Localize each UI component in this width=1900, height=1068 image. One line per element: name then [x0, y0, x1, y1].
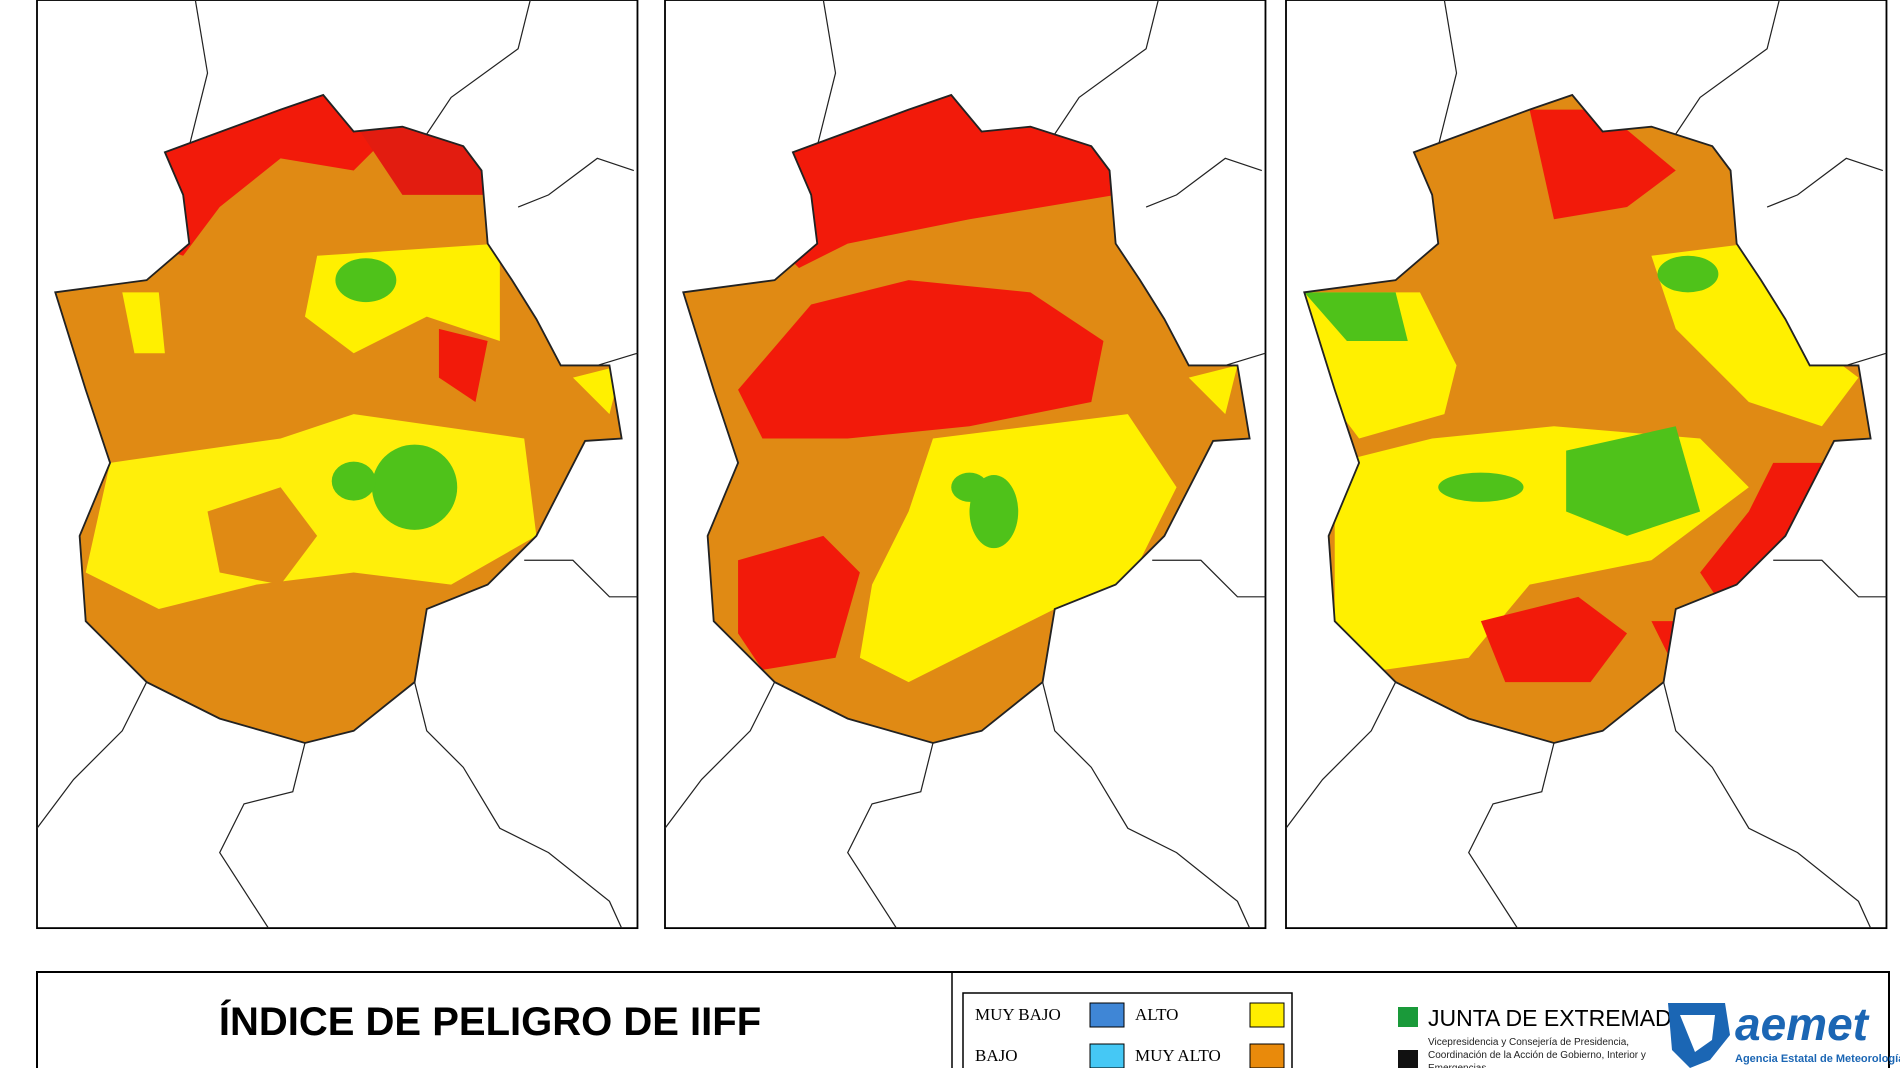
legend-label: BAJO — [975, 1046, 1018, 1065]
map-panel-3 — [1285, 0, 1888, 930]
aemet-subtitle: Agencia Estatal de Meteorología — [1735, 1053, 1900, 1065]
legend: MUY BAJO BAJO ALTO MUY ALTO — [975, 1002, 1285, 1068]
title: ÍNDICE DE PELIGRO DE IIFF — [219, 999, 761, 1044]
junta-sub-wrap: Vicepresidencia y Consejería de Presiden… — [1428, 1037, 1646, 1068]
legend-swatch — [1089, 1043, 1125, 1068]
junta-logo — [1398, 1007, 1418, 1027]
legend-swatch — [1249, 1043, 1285, 1068]
legend-label: MUY BAJO — [975, 1005, 1061, 1024]
legend-label: MUY ALTO — [1135, 1046, 1221, 1065]
legend-box — [962, 992, 1293, 1068]
junta-subtitle: Vicepresidencia y Consejería de Presiden… — [1428, 1037, 1646, 1068]
map-panel-1 — [36, 0, 639, 930]
aemet-logo: aemet Agencia Estatal de Meteorología — [1668, 998, 1900, 1068]
legend-label: ALTO — [1135, 1005, 1178, 1024]
aemet-name: aemet — [1735, 998, 1870, 1050]
legend-swatch — [1089, 1002, 1125, 1028]
legend-swatch — [1249, 1002, 1285, 1028]
map-panel-2 — [664, 0, 1267, 930]
junta-logo-dark — [1398, 1050, 1418, 1068]
